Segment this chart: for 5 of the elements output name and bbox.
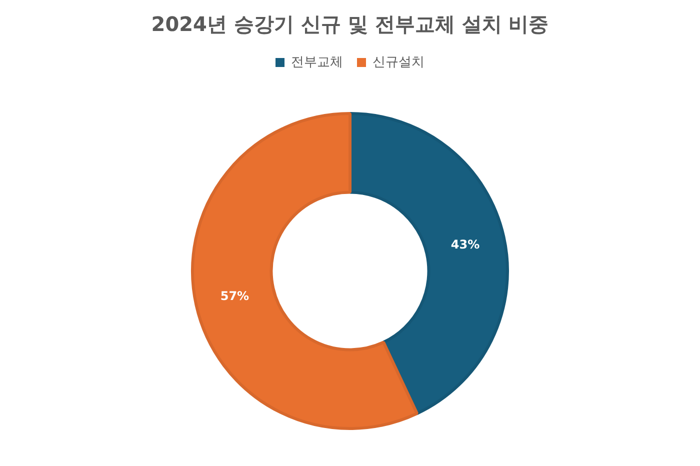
- chart-title: 2024년 승강기 신규 및 전부교체 설치 비중: [151, 12, 549, 36]
- legend-label: 전부교체: [291, 54, 343, 70]
- legend-label: 신규설치: [372, 54, 424, 70]
- data-label: 43%: [450, 237, 480, 252]
- data-label: 57%: [220, 288, 250, 303]
